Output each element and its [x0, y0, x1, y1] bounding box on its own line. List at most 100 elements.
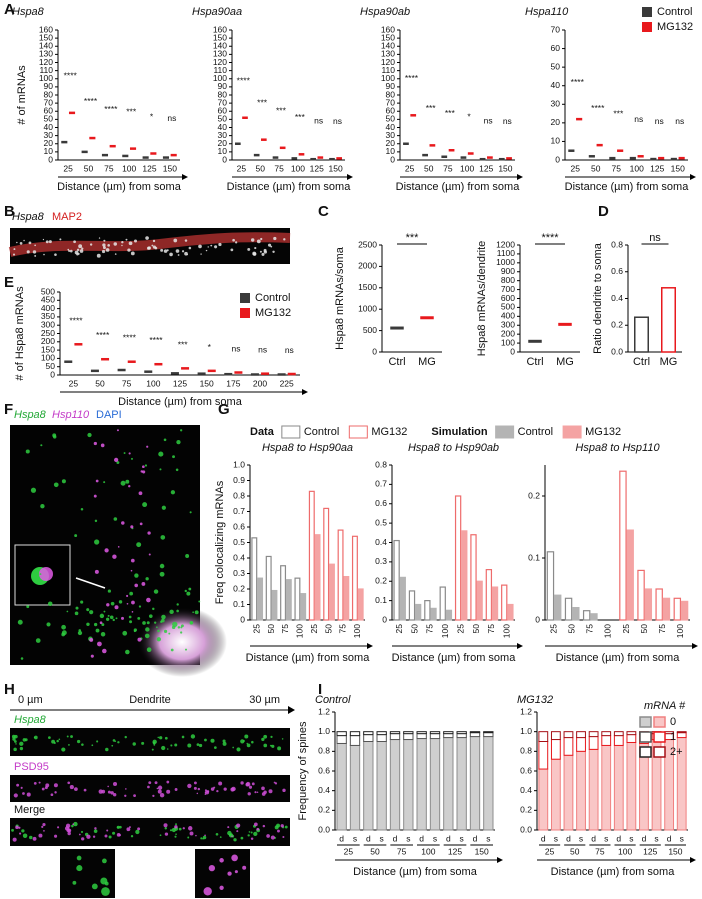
y-tick-label: 0: [390, 154, 395, 164]
speckle: [157, 785, 163, 790]
speckle: [116, 461, 120, 465]
speckle: [121, 244, 123, 247]
significance: ns: [649, 232, 661, 244]
speckle: [12, 253, 16, 256]
bar-segment: [550, 731, 561, 741]
speckle: [157, 629, 160, 633]
bar: [424, 600, 431, 621]
speckle: [110, 601, 115, 606]
y-tick-label: 150: [39, 32, 53, 42]
x-tick-label: MG: [660, 356, 678, 368]
speckle: [263, 743, 268, 748]
speckle: [170, 648, 174, 652]
speckle: [66, 735, 69, 738]
speckle: [218, 242, 222, 247]
legend-title: Data: [250, 426, 275, 438]
y-tick-label: 1.0: [233, 459, 245, 469]
speckle: [156, 626, 158, 629]
speckle: [253, 831, 258, 836]
bar-segment: [563, 737, 574, 756]
x-tick-label: 25: [63, 163, 73, 173]
legend-swatch: [639, 731, 652, 743]
y-tick-label: 20: [44, 138, 54, 148]
bar: [357, 588, 364, 621]
speckle: [130, 525, 134, 529]
inset-spot: [39, 567, 53, 581]
speckle: [146, 597, 151, 603]
speckle: [53, 783, 58, 788]
x-axis-label: Distance (µm) from soma: [556, 652, 681, 664]
speckle: [234, 870, 238, 874]
speckle: [52, 433, 57, 438]
x-tick-label: s: [680, 833, 684, 843]
significance: ***: [126, 106, 137, 116]
speckle: [146, 621, 150, 625]
y-axis-label: # of mRNAs: [16, 65, 28, 125]
x-arrow-head: [690, 857, 696, 863]
bar-segment: [483, 736, 494, 831]
y-tick-label: 400: [41, 303, 55, 313]
speckle: [180, 626, 183, 629]
y-tick-label: 0: [240, 614, 245, 624]
speckle: [139, 522, 143, 526]
y-tick-label: 20: [551, 117, 561, 127]
bar-segment: [403, 739, 414, 831]
speckle: [105, 747, 109, 752]
speckle: [166, 780, 170, 784]
x-arrow-head: [692, 643, 698, 649]
speckle: [180, 429, 183, 432]
y-tick-label: 500: [363, 325, 377, 335]
speckle: [196, 792, 199, 795]
y-tick-label: 50: [46, 361, 56, 371]
speckle: [144, 633, 150, 639]
x-tick-label: d: [541, 833, 546, 843]
image-label: DAPI: [96, 409, 122, 421]
speckle: [74, 534, 78, 538]
speckle: [61, 747, 66, 752]
significance: ****: [96, 330, 110, 340]
x-tick-label: 200: [253, 378, 267, 388]
y-tick-label: 0.0: [611, 346, 623, 356]
bar-segment: [563, 731, 574, 739]
speckle: [93, 441, 97, 446]
speckle: [26, 792, 31, 797]
speckle: [46, 622, 51, 627]
significance: ****: [104, 104, 118, 114]
group-label: 25: [545, 846, 555, 856]
y-tick-label: 0.2: [318, 805, 330, 815]
bar: [399, 576, 406, 621]
speckle: [130, 457, 133, 460]
speckle: [129, 826, 131, 828]
x-tick-label: 75: [486, 624, 496, 634]
x-tick-label: s: [604, 833, 608, 843]
speckle: [270, 245, 273, 248]
speckle: [107, 589, 111, 593]
significance: ****: [571, 77, 585, 87]
speckle: [125, 479, 130, 484]
y-tick-label: 700: [501, 284, 515, 294]
legend-swatch: [562, 425, 582, 439]
y-tick-label: 0.8: [233, 490, 245, 500]
speckle: [119, 825, 122, 829]
speckle: [227, 826, 230, 829]
speckle: [271, 744, 275, 748]
speckle: [230, 248, 234, 252]
bar-segment: [601, 744, 612, 831]
bar-segment: [626, 734, 637, 743]
x-tick-label: s: [353, 833, 357, 843]
speckle: [15, 743, 17, 745]
speckle: [58, 738, 61, 741]
y-axis-label: Ratio dendrite to soma: [592, 242, 604, 354]
significance: ***: [426, 103, 437, 113]
speckle: [256, 827, 260, 831]
y-tick-label: 250: [41, 328, 55, 338]
bar: [271, 589, 278, 621]
bar: [300, 593, 307, 621]
speckle: [176, 603, 179, 606]
y-tick-label: 0.4: [233, 552, 245, 562]
bar-segment: [483, 731, 494, 734]
y-tick-label: 50: [218, 114, 228, 124]
speckle: [83, 788, 87, 792]
speckle: [54, 253, 57, 256]
